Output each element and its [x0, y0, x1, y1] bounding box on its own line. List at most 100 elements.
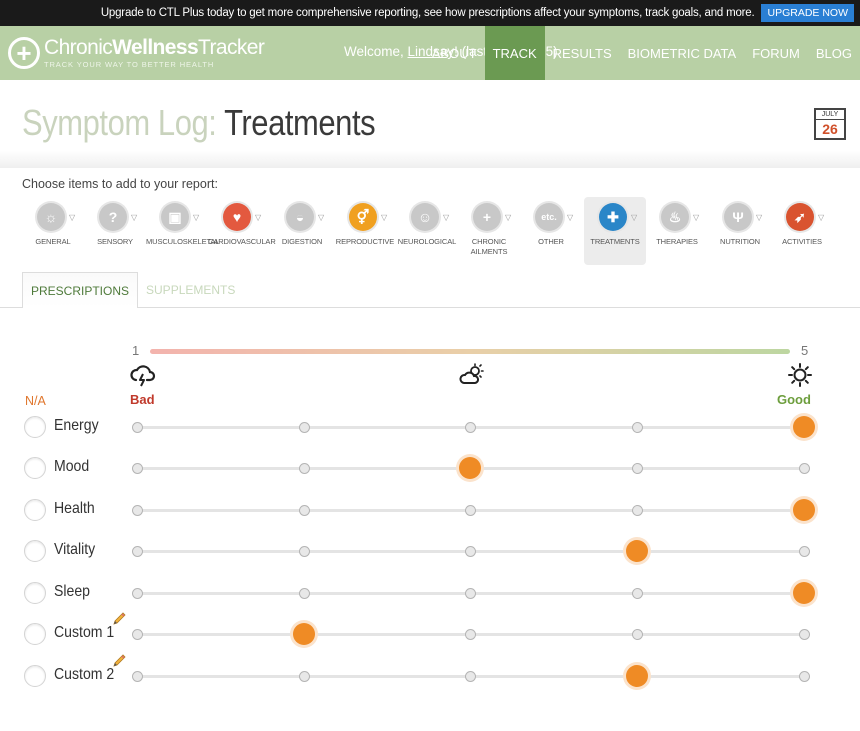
- rating-option-1[interactable]: [132, 629, 143, 640]
- dropdown-arrow-icon[interactable]: ▽: [69, 213, 76, 222]
- dropdown-arrow-icon[interactable]: ▽: [693, 213, 700, 222]
- rating-option-2[interactable]: [299, 463, 310, 474]
- rating-option-2[interactable]: [299, 671, 310, 682]
- rating-option-5[interactable]: [799, 546, 810, 557]
- na-radio[interactable]: [24, 416, 46, 438]
- rating-option-3[interactable]: [465, 546, 476, 557]
- category-chronic-ailments[interactable]: + ▽ CHRONIC AILMENTS: [458, 197, 520, 265]
- category-other[interactable]: etc. ▽ OTHER: [520, 197, 582, 265]
- category-reproductive[interactable]: ⚥ ▽ REPRODUCTIVE: [334, 197, 396, 265]
- tab-supplements[interactable]: SUPPLEMENTS: [146, 283, 236, 297]
- nav-track[interactable]: TRACK: [484, 26, 545, 80]
- na-radio[interactable]: [24, 582, 46, 604]
- dropdown-arrow-icon[interactable]: ▽: [443, 213, 450, 222]
- rating-option-5[interactable]: [799, 671, 810, 682]
- rating-selected-knob[interactable]: [459, 457, 481, 479]
- logo-part-1: Chronic: [44, 36, 113, 59]
- rating-option-4[interactable]: [632, 629, 643, 640]
- rating-option-1[interactable]: [132, 671, 143, 682]
- dropdown-arrow-icon[interactable]: ▽: [318, 213, 325, 222]
- category-icon-wrap: ➶ ▽: [786, 203, 824, 235]
- rating-option-4[interactable]: [632, 505, 643, 516]
- nav-results[interactable]: RESULTS: [552, 45, 612, 61]
- rating-option-5[interactable]: [799, 629, 810, 640]
- dropdown-arrow-icon[interactable]: ▽: [193, 213, 200, 222]
- na-radio[interactable]: [24, 540, 46, 562]
- category-treatments[interactable]: ✚ ▽ TREATMENTS: [584, 197, 646, 265]
- rating-option-2[interactable]: [299, 505, 310, 516]
- rating-option-2[interactable]: [299, 422, 310, 433]
- calendar-icon[interactable]: JULY 26: [814, 108, 846, 140]
- rating-option-4[interactable]: [632, 422, 643, 433]
- dropdown-arrow-icon[interactable]: ▽: [255, 213, 262, 222]
- rating-option-1[interactable]: [132, 505, 143, 516]
- category-activities[interactable]: ➶ ▽ ACTIVITIES: [771, 197, 833, 265]
- category-general[interactable]: ☼ ▽ GENERAL: [22, 197, 84, 265]
- rating-option-2[interactable]: [299, 588, 310, 599]
- rating-option-1[interactable]: [132, 422, 143, 433]
- category-label: SENSORY: [97, 237, 133, 246]
- category-nutrition[interactable]: Ψ ▽ NUTRITION: [709, 197, 771, 265]
- logo[interactable]: + ChronicWellnessTracker TRACK YOUR WAY …: [8, 36, 265, 69]
- gender-icon: ⚥: [349, 203, 377, 231]
- dropdown-arrow-icon[interactable]: ▽: [818, 213, 825, 222]
- category-icon-wrap: ♨ ▽: [661, 203, 699, 235]
- dropdown-arrow-icon[interactable]: ▽: [381, 213, 388, 222]
- rating-option-4[interactable]: [632, 588, 643, 599]
- na-radio[interactable]: [24, 623, 46, 645]
- na-radio[interactable]: [24, 457, 46, 479]
- rating-selected-knob[interactable]: [793, 582, 815, 604]
- dropdown-arrow-icon[interactable]: ▽: [756, 213, 763, 222]
- rating-selected-knob[interactable]: [793, 499, 815, 521]
- rating-row-custom-2: Custom 2: [0, 654, 860, 691]
- category-label: GENERAL: [35, 237, 71, 246]
- nav-blog[interactable]: BLOG: [815, 45, 852, 61]
- rating-option-3[interactable]: [465, 629, 476, 640]
- pencil-icon[interactable]: [111, 611, 127, 627]
- category-therapies[interactable]: ♨ ▽ THERAPIES: [646, 197, 708, 265]
- good-label: Good: [777, 392, 811, 407]
- rating-option-2[interactable]: [299, 546, 310, 557]
- rating-selected-knob[interactable]: [626, 665, 648, 687]
- rating-option-3[interactable]: [465, 505, 476, 516]
- logo-part-3: Tracker: [198, 36, 265, 59]
- dropdown-arrow-icon[interactable]: ▽: [567, 213, 574, 222]
- rating-option-1[interactable]: [132, 588, 143, 599]
- rating-option-1[interactable]: [132, 546, 143, 557]
- na-label: N/A: [25, 394, 46, 408]
- category-cardiovascular[interactable]: ♥ ▽ CARDIOVASCULAR: [208, 197, 276, 265]
- sun-icon: ☼: [37, 203, 65, 231]
- nav-items: ABOUT TRACK RESULTS BIOMETRIC DATA FORUM…: [424, 26, 860, 80]
- upgrade-button[interactable]: UPGRADE NOW: [761, 4, 854, 22]
- rating-option-5[interactable]: [799, 463, 810, 474]
- treatment-icon: ✚: [599, 203, 627, 231]
- tab-prescriptions[interactable]: PRESCRIPTIONS: [22, 272, 139, 308]
- na-radio[interactable]: [24, 665, 46, 687]
- rating-row-mood: Mood: [0, 453, 860, 483]
- fork-knife-icon: Ψ: [724, 203, 752, 231]
- head-icon: ☺: [411, 203, 439, 231]
- dropdown-arrow-icon[interactable]: ▽: [505, 213, 512, 222]
- category-neurological[interactable]: ☺ ▽ NEUROLOGICAL: [396, 197, 458, 265]
- category-sensory[interactable]: ? ▽ SENSORY: [84, 197, 146, 265]
- nav-about[interactable]: ABOUT: [431, 45, 477, 61]
- rating-selected-knob[interactable]: [626, 540, 648, 562]
- heart-icon: ♥: [223, 203, 251, 231]
- rating-option-4[interactable]: [632, 463, 643, 474]
- category-label: NEUROLOGICAL: [397, 237, 457, 246]
- dropdown-arrow-icon[interactable]: ▽: [631, 213, 638, 222]
- rating-option-3[interactable]: [465, 588, 476, 599]
- rating-selected-knob[interactable]: [793, 416, 815, 438]
- rating-selected-knob[interactable]: [293, 623, 315, 645]
- category-musculoskeletal[interactable]: ▣ ▽ MUSCULOSKELETAL: [146, 197, 219, 265]
- rating-option-1[interactable]: [132, 463, 143, 474]
- nav-biometric-data[interactable]: BIOMETRIC DATA: [627, 45, 737, 61]
- category-digestion[interactable]: ◒ ▽ DIGESTION: [271, 197, 333, 265]
- nav-forum[interactable]: FORUM: [752, 45, 800, 61]
- rating-option-3[interactable]: [465, 671, 476, 682]
- pencil-icon[interactable]: [111, 653, 127, 669]
- rating-option-3[interactable]: [465, 422, 476, 433]
- dropdown-arrow-icon[interactable]: ▽: [131, 213, 138, 222]
- na-radio[interactable]: [24, 499, 46, 521]
- user-name-link[interactable]: Lindsay: [407, 44, 455, 59]
